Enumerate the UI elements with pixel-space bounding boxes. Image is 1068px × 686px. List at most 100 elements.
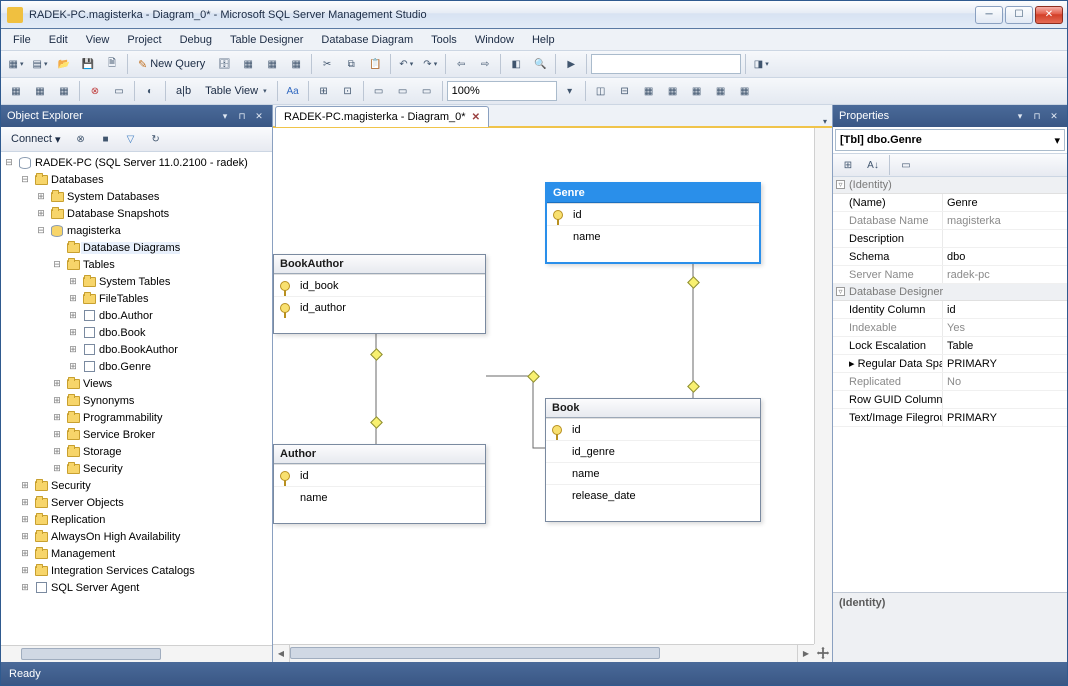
autosize-tables-icon[interactable]: ▭ [368,80,390,102]
panel-pin-icon[interactable]: ⊓ [1030,109,1044,123]
collapse-icon[interactable]: ▿ [836,180,845,189]
copy-icon[interactable]: ⧉ [340,53,362,75]
table-header[interactable]: BookAuthor [274,255,485,274]
tabstrip-dropdown-icon[interactable]: ▾ [818,117,832,126]
tree-dbsnaps[interactable]: ⊞Database Snapshots [1,205,272,222]
pan-icon[interactable] [814,644,832,662]
arrange-selection-icon[interactable]: ▭ [392,80,414,102]
property-category[interactable]: ▿Database Designer [833,284,1067,301]
diagram-canvas[interactable]: BookAuthorid_bookid_authorAuthoridnameGe… [273,128,832,662]
disconnect-icon[interactable]: ⊗ [70,128,92,150]
nav-fwd-icon[interactable]: ⇨ [474,53,496,75]
tree-sysdb[interactable]: ⊞System Databases [1,188,272,205]
add-item-button[interactable]: ▤ [29,53,51,75]
titlebar[interactable]: RADEK-PC.magisterka - Diagram_0* - Micro… [1,1,1067,29]
new-text-annotation-icon[interactable]: ◫ [590,80,612,102]
tree-dbo-genre[interactable]: ⊞dbo.Genre [1,358,272,375]
tree-filetables[interactable]: ⊞FileTables [1,290,272,307]
manage-xml-indexes-icon[interactable]: ▦ [686,80,708,102]
dmx-query-icon[interactable]: ▦ [261,53,283,75]
table-column[interactable]: release_date [546,485,760,507]
recalculate-page-breaks-icon[interactable]: ⊡ [337,80,359,102]
delete-tables-icon[interactable]: ⊗ [84,80,106,102]
property-row[interactable]: Text/Image FilegroupPRIMARY [833,409,1067,427]
connect-button[interactable]: Connect ▾ [5,131,67,148]
property-value[interactable] [943,391,1067,408]
db-engine-query-icon[interactable]: 🗄 [213,53,235,75]
menu-project[interactable]: Project [119,32,169,48]
property-pages-icon[interactable]: ▭ [895,154,917,176]
stop-icon[interactable]: ■ [95,128,117,150]
nav-back-icon[interactable]: ⇦ [450,53,472,75]
diagram-table-genre[interactable]: Genreidname [545,182,761,264]
activity-monitor-icon[interactable]: ◧ [505,53,527,75]
tree-synonyms[interactable]: ⊞Synonyms [1,392,272,409]
property-row[interactable]: Description [833,230,1067,248]
menu-window[interactable]: Window [467,32,522,48]
categorized-icon[interactable]: ⊞ [837,154,859,176]
property-category[interactable]: ▿(Identity) [833,177,1067,194]
add-table-icon[interactable]: ▦ [29,80,51,102]
tree-management[interactable]: ⊞Management [1,545,272,562]
panel-close-icon[interactable]: ✕ [1047,109,1061,123]
zoom-drop-icon[interactable]: ▾ [559,80,581,102]
show-relationship-labels-icon[interactable]: Aa [282,80,304,102]
xmla-query-icon[interactable]: ▦ [285,53,307,75]
save-all-button[interactable]: 🗎 [101,53,123,75]
tree-magisterka[interactable]: ⊟magisterka [1,222,272,239]
tree-alwayson[interactable]: ⊞AlwaysOn High Availability [1,528,272,545]
tree-dbo-bookauthor[interactable]: ⊞dbo.BookAuthor [1,341,272,358]
alphabetical-icon[interactable]: A↓ [862,154,884,176]
minimize-button[interactable]: ─ [975,6,1003,24]
save-button[interactable]: 💾 [77,53,99,75]
new-project-button[interactable]: ▦ [5,53,27,75]
menu-tools[interactable]: Tools [423,32,465,48]
menu-view[interactable]: View [78,32,118,48]
panel-dropdown-icon[interactable]: ▾ [218,109,232,123]
table-column[interactable]: name [274,487,485,509]
tree-storage[interactable]: ⊞Storage [1,443,272,460]
table-view-button[interactable]: Table View [199,83,273,99]
filter-icon[interactable]: ▽ [120,128,142,150]
tree-serverobj[interactable]: ⊞Server Objects [1,494,272,511]
property-value[interactable]: Genre [943,194,1067,211]
new-query-button[interactable]: ✎New Query [132,56,211,73]
table-column[interactable]: id [274,465,485,487]
arrange-tables-icon[interactable]: ▭ [416,80,438,102]
tab-diagram[interactable]: RADEK-PC.magisterka - Diagram_0*✕ [275,106,489,127]
tree-servicebroker[interactable]: ⊞Service Broker [1,426,272,443]
database-combo[interactable] [591,54,741,74]
view-page-breaks-icon[interactable]: ⊞ [313,80,335,102]
property-row[interactable]: IndexableYes [833,319,1067,337]
tree-systables[interactable]: ⊞System Tables [1,273,272,290]
properties-grid[interactable]: ▿(Identity)(Name)GenreDatabase Namemagis… [833,177,1067,592]
table-header[interactable]: Book [546,399,760,418]
table-column[interactable]: id_genre [546,441,760,463]
diagram-table-bookauthor[interactable]: BookAuthorid_bookid_author [273,254,486,334]
remove-from-diagram-icon[interactable]: ▭ [108,80,130,102]
property-row[interactable]: (Name)Genre [833,194,1067,212]
table-column[interactable]: name [547,226,759,248]
cut-icon[interactable]: ✂ [316,53,338,75]
menu-database-diagram[interactable]: Database Diagram [313,32,421,48]
tree-databases[interactable]: ⊟Databases [1,171,272,188]
menu-file[interactable]: File [5,32,39,48]
table-column[interactable]: id_book [274,275,485,297]
diagram-table-book[interactable]: Bookidid_genrenamerelease_date [545,398,761,522]
tree-programmability[interactable]: ⊞Programmability [1,409,272,426]
property-value[interactable]: id [943,301,1067,318]
undo-icon[interactable]: ↶ [395,53,417,75]
relationships-icon[interactable]: ⊟ [614,80,636,102]
table-column[interactable]: id [547,204,759,226]
properties-object-selector[interactable]: [Tbl] dbo.Genre▾ [835,129,1065,151]
object-explorer-scrollbar[interactable] [1,645,272,662]
open-button[interactable]: 📂 [53,53,75,75]
tree-security[interactable]: ⊞Security [1,460,272,477]
menu-help[interactable]: Help [524,32,563,48]
table-header[interactable]: Author [274,445,485,464]
manage-fulltext-icon[interactable]: ▦ [662,80,684,102]
refresh-icon[interactable]: ↻ [145,128,167,150]
property-value[interactable]: No [943,373,1067,390]
property-row[interactable]: Schemadbo [833,248,1067,266]
tree-views[interactable]: ⊞Views [1,375,272,392]
